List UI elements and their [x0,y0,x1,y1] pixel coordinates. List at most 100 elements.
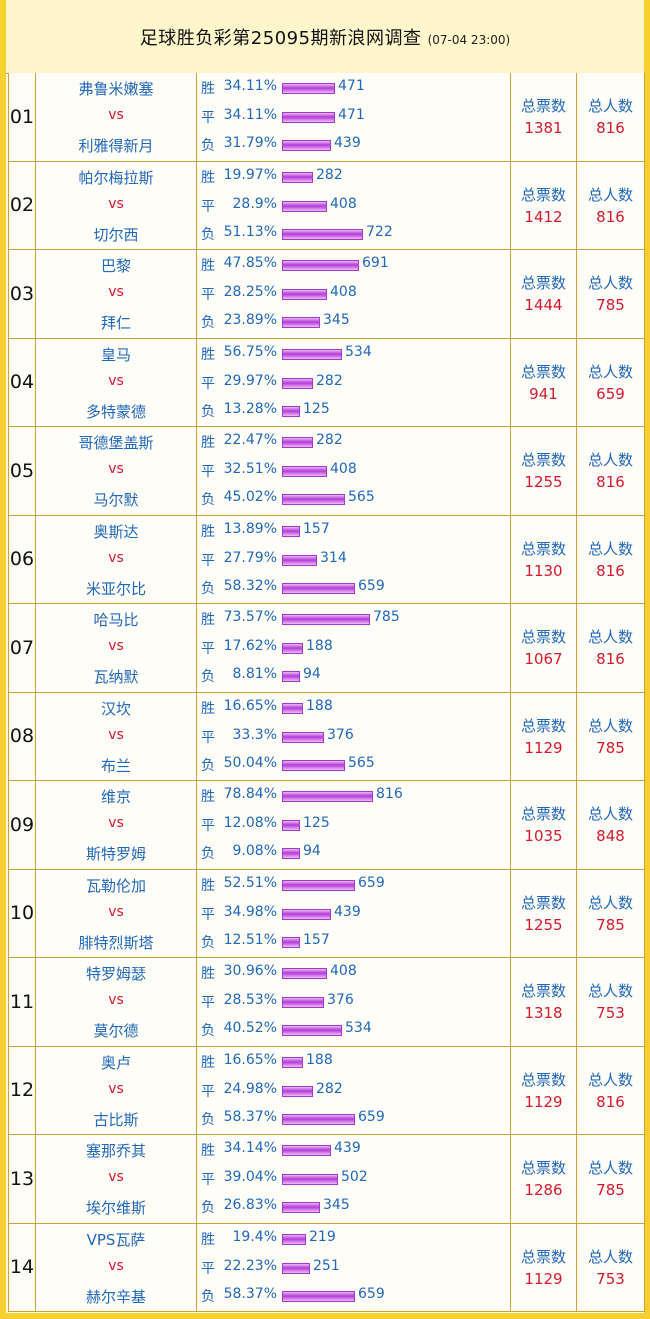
loss-bar [282,228,363,240]
home-team[interactable]: 特罗姆瑟 [85,965,146,983]
timestamp: (07-04 23:00) [427,32,511,47]
away-team[interactable]: 瓦纳默 [93,668,139,686]
win-line: 胜 19.4% 219 [197,1229,510,1249]
draw-label: 平 [201,287,215,303]
loss-percent: 58.37% [223,1285,277,1302]
total-votes-cell: 总票数 941 [511,338,577,426]
loss-count: 565 [348,754,375,771]
draw-percent: 28.9% [232,195,277,212]
loss-percent: 50.04% [223,754,277,771]
away-team[interactable]: 马尔默 [93,491,139,509]
away-team[interactable]: 拜仁 [100,314,131,332]
loss-count: 125 [303,400,330,417]
draw-label: 平 [201,110,215,126]
vs-label: vs [108,638,124,654]
draw-line: 平 33.3% 376 [197,727,510,747]
total-people-value: 659 [596,384,625,403]
away-team[interactable]: 赫尔辛基 [85,1287,146,1306]
home-team[interactable]: 塞那乔其 [85,1142,146,1160]
teams-cell: 巴黎 vs 拜仁 [36,250,197,338]
total-people-cell: 总人数 816 [577,515,645,603]
votes-cell: 胜 52.51% 659 平 34.98% 439 负 12.51% 157 [197,869,511,957]
total-people-cell: 总人数 816 [577,73,645,161]
draw-label: 平 [201,1260,215,1277]
win-count: 188 [306,1051,333,1068]
votes-cell: 胜 73.57% 785 平 17.62% 188 负 8.81% 94 [197,604,511,692]
away-team[interactable]: 米亚尔比 [85,579,146,598]
win-count: 408 [330,963,357,979]
draw-count: 408 [330,195,357,212]
loss-label: 负 [201,580,215,597]
draw-label: 平 [201,375,215,392]
home-team[interactable]: 瓦勒伦加 [85,876,146,895]
draw-percent: 22.23% [223,1257,277,1274]
home-team[interactable]: 奥卢 [100,1053,131,1072]
away-team[interactable]: 腓特烈斯塔 [78,933,154,952]
home-team[interactable]: 巴黎 [100,257,131,275]
away-team[interactable]: 莫尔德 [93,1022,139,1040]
home-team[interactable]: 维京 [100,788,131,806]
home-team[interactable]: VPS瓦萨 [86,1230,146,1249]
votes-cell: 胜 13.89% 157 平 27.79% 314 负 58.32% 659 [197,515,511,603]
total-people-value: 785 [596,915,625,934]
win-label: 胜 [201,346,215,363]
home-team[interactable]: 帕尔梅拉斯 [78,168,154,187]
win-count: 816 [376,786,403,802]
loss-count: 659 [358,1285,385,1302]
loss-count: 439 [334,135,361,151]
total-people-value: 816 [596,650,625,668]
away-team[interactable]: 切尔西 [93,225,139,244]
draw-percent: 28.53% [223,992,277,1008]
home-team[interactable]: 哈马比 [93,611,139,629]
home-team[interactable]: 哥德堡盖斯 [78,434,154,452]
away-team[interactable]: 古比斯 [93,1110,139,1129]
draw-bar [282,908,331,920]
win-label: 胜 [201,1143,215,1159]
win-count: 439 [334,1140,361,1156]
total-votes-label: 总票数 [520,97,566,115]
teams-cell: 哥德堡盖斯 vs 马尔默 [36,427,197,515]
votes-cell: 胜 47.85% 691 平 28.25% 408 负 23.89% 345 [197,250,511,338]
total-people-label: 总人数 [587,539,633,558]
loss-count: 659 [358,1108,385,1125]
home-team[interactable]: 皇马 [100,345,131,364]
vs-label: vs [108,1169,124,1185]
away-team[interactable]: 利雅得新月 [78,137,154,155]
away-team[interactable]: 布兰 [100,756,131,775]
vs-label: vs [108,461,124,477]
draw-bar [282,1262,310,1274]
match-row: 12 奥卢 vs 古比斯 胜 16.65% 188 平 24.98% 282 负… [8,1046,645,1135]
total-people-value: 753 [596,1269,625,1288]
draw-line: 平 29.97% 282 [197,373,510,393]
away-team[interactable]: 埃尔维斯 [85,1199,146,1217]
match-row: 14 VPS瓦萨 vs 赫尔辛基 胜 19.4% 219 平 22.23% 25… [8,1223,645,1312]
loss-percent: 58.37% [223,1108,277,1125]
loss-bar [282,936,300,948]
teams-cell: 哈马比 vs 瓦纳默 [36,604,197,692]
away-team[interactable]: 多特蒙德 [85,402,146,421]
win-percent: 16.65% [223,697,277,714]
loss-percent: 13.28% [223,400,277,417]
loss-bar [282,1025,342,1036]
loss-line: 负 31.79% 439 [197,135,510,155]
draw-percent: 39.04% [223,1169,277,1185]
draw-count: 439 [334,903,361,920]
match-row: 04 皇马 vs 多特蒙德 胜 56.75% 534 平 29.97% 282 … [8,338,645,427]
away-team[interactable]: 斯特罗姆 [85,845,146,863]
total-votes-label: 总票数 [520,893,566,912]
match-row: 03 巴黎 vs 拜仁 胜 47.85% 691 平 28.25% 408 负 … [8,250,645,339]
total-votes-value: 1129 [524,738,563,757]
vs-label: vs [108,107,124,123]
home-team[interactable]: 汉坎 [100,699,131,718]
total-people-label: 总人数 [587,451,633,469]
loss-bar [282,140,331,151]
win-label: 胜 [201,258,215,274]
total-votes-label: 总票数 [520,716,566,735]
home-team[interactable]: 奥斯达 [93,522,139,541]
loss-label: 负 [201,403,215,420]
draw-count: 471 [338,107,365,123]
win-bar [282,614,370,625]
draw-count: 376 [327,992,354,1008]
home-team[interactable]: 弗鲁米嫩塞 [78,80,154,98]
total-votes-cell: 总票数 1381 [511,73,577,161]
